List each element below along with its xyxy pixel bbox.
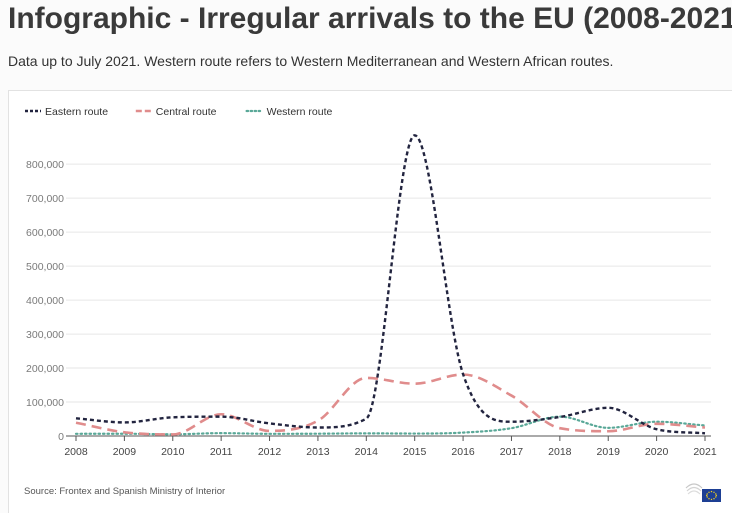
chart-legend: Eastern route Central route Western route	[25, 106, 333, 118]
legend-label: Western route	[267, 106, 333, 118]
chart-card: 0 100,000 200,000 300,000 400,000 500,000 600,…	[8, 90, 732, 513]
y-tick-label: 200,000	[26, 363, 64, 375]
y-tick-label: 700,000	[26, 193, 64, 205]
y-tick-label: 800,000	[26, 159, 64, 171]
axes: 0 100,000 200,000 300,000 400,000 500,000 600,…	[26, 159, 717, 458]
y-tick-label: 300,000	[26, 329, 64, 341]
x-tick-label: 2020	[645, 446, 669, 458]
legend-label: Eastern route	[45, 106, 108, 118]
series-line-central-route	[75, 373, 706, 436]
x-tick-label: 2012	[258, 446, 282, 458]
page-subtitle: Data up to July 2021. Western route refe…	[8, 53, 614, 69]
x-tick-label: 2013	[306, 446, 330, 458]
eu-flag-icon	[685, 483, 721, 502]
y-tick-label: 0	[58, 431, 64, 443]
x-tick-label: 2015	[403, 446, 427, 458]
x-tick-label: 2008	[64, 446, 88, 458]
x-tick-label: 2018	[548, 446, 572, 458]
gridlines	[66, 163, 711, 403]
series-lines	[74, 134, 707, 436]
line-chart: 0 100,000 200,000 300,000 400,000 500,000 600,…	[25, 106, 717, 458]
series-line-eastern-route	[75, 134, 706, 435]
x-tick-label: 2016	[451, 446, 475, 458]
legend-label: Central route	[156, 106, 217, 118]
source-note: Source: Frontex and Spanish Ministry of …	[24, 486, 226, 497]
y-tick-label: 400,000	[26, 295, 64, 307]
x-tick-label: 2021	[693, 446, 717, 458]
x-tick-label: 2010	[161, 446, 185, 458]
x-tick-label: 2014	[355, 446, 379, 458]
x-tick-label: 2009	[113, 446, 137, 458]
x-tick-label: 2019	[597, 446, 621, 458]
x-tick-label: 2017	[500, 446, 524, 458]
x-tick-label: 2011	[210, 446, 233, 458]
page-title: Infographic - Irregular arrivals to the …	[8, 2, 732, 35]
y-tick-label: 600,000	[26, 227, 64, 239]
y-tick-label: 100,000	[26, 397, 64, 409]
y-tick-label: 500,000	[26, 261, 64, 273]
